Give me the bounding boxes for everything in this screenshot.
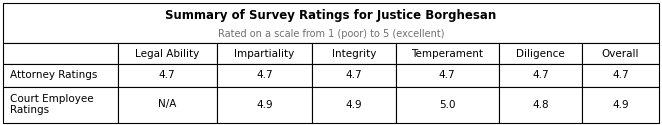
Bar [583,86,659,122]
Bar [583,64,659,86]
Bar [312,64,396,86]
Bar [312,43,396,64]
Text: Diligence: Diligence [516,49,565,59]
Bar [118,64,216,86]
Text: Attorney Ratings: Attorney Ratings [10,70,97,80]
Bar [396,64,498,86]
Text: 5.0: 5.0 [439,100,455,110]
Text: Summary of Survey Ratings for Justice Borghesan: Summary of Survey Ratings for Justice Bo… [166,10,496,22]
Bar [396,86,498,122]
Bar [216,43,312,64]
Bar [396,43,498,64]
Text: 4.7: 4.7 [612,70,629,80]
Text: 4.7: 4.7 [256,70,273,80]
Text: 4.7: 4.7 [346,70,362,80]
Text: Court Employee
Ratings: Court Employee Ratings [10,94,93,115]
Text: Rated on a scale from 1 (poor) to 5 (excellent): Rated on a scale from 1 (poor) to 5 (exc… [218,29,444,39]
Bar [118,86,216,122]
Text: 4.8: 4.8 [532,100,549,110]
Bar [498,64,583,86]
Bar [3,86,118,122]
Text: 4.9: 4.9 [256,100,273,110]
Text: Legal Ability: Legal Ability [135,49,199,59]
Bar [498,86,583,122]
Bar [3,64,118,86]
Text: 4.7: 4.7 [439,70,455,80]
Bar [583,43,659,64]
Text: 4.9: 4.9 [612,100,629,110]
Bar [216,64,312,86]
Bar [498,43,583,64]
Bar [118,43,216,64]
Text: Temperament: Temperament [411,49,483,59]
Bar [3,2,659,43]
Text: N/A: N/A [158,100,176,110]
Text: 4.7: 4.7 [532,70,549,80]
Text: Impartiality: Impartiality [234,49,295,59]
Text: Integrity: Integrity [332,49,376,59]
Bar [312,86,396,122]
Text: 4.9: 4.9 [346,100,362,110]
Text: Overall: Overall [602,49,639,59]
Text: 4.7: 4.7 [159,70,175,80]
Bar [3,43,118,64]
Bar [216,86,312,122]
